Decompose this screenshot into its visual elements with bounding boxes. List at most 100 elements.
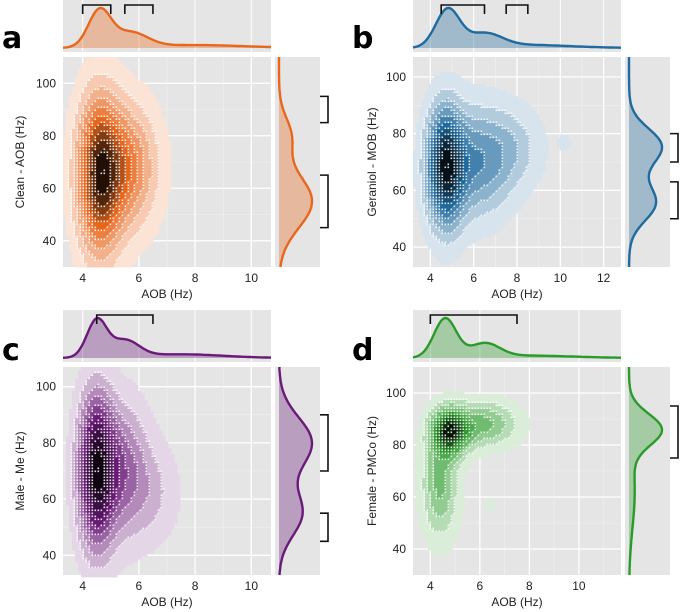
contour-line — [112, 124, 115, 127]
kde-cell — [96, 147, 100, 151]
kde-cell — [138, 180, 142, 184]
contour-line — [112, 94, 115, 97]
contour-line — [88, 151, 91, 154]
kde-cell — [72, 105, 76, 109]
kde-cell — [75, 228, 79, 232]
kde-cell — [117, 243, 121, 247]
kde-cell — [467, 117, 471, 121]
kde-cell — [138, 153, 142, 157]
kde-cell — [542, 150, 546, 154]
kde-cell — [168, 150, 172, 154]
kde-cell — [542, 153, 546, 157]
kde-cell — [147, 108, 151, 112]
kde-cell — [102, 126, 106, 130]
kde-cell — [87, 63, 91, 67]
kde-cell — [159, 129, 163, 133]
kde-cell — [428, 96, 432, 100]
kde-cell — [123, 186, 127, 190]
contour-line — [127, 124, 130, 127]
kde-cell — [96, 117, 100, 121]
contour-line — [88, 130, 91, 133]
contour-line — [151, 160, 154, 163]
contour-line — [124, 247, 127, 250]
kde-cell — [524, 123, 528, 127]
kde-cell — [144, 159, 148, 163]
kde-cell — [69, 159, 73, 163]
kde-cell — [66, 210, 70, 214]
kde-cell — [66, 135, 70, 139]
kde-cell — [144, 177, 148, 181]
kde-cell — [117, 234, 121, 238]
contour-line — [70, 217, 73, 220]
kde-cell — [96, 180, 100, 184]
contour-line — [139, 193, 142, 196]
kde-cell — [126, 162, 130, 166]
kde-cell — [464, 108, 468, 112]
contour-line — [97, 193, 100, 196]
kde-cell — [518, 174, 522, 178]
contour-line — [91, 154, 94, 157]
kde-cell — [470, 231, 474, 235]
kde-cell — [81, 75, 85, 79]
kde-cell — [476, 90, 480, 94]
top-bracket — [81, 4, 112, 14]
kde-cell — [500, 222, 504, 226]
kde-cell — [536, 180, 540, 184]
contour-line — [73, 193, 76, 196]
kde-cell — [90, 72, 94, 76]
kde-cell — [99, 180, 103, 184]
contour-line — [91, 178, 94, 181]
contour-line — [82, 127, 85, 130]
kde-cell — [422, 99, 426, 103]
kde-cell — [141, 225, 145, 229]
kde-cell — [503, 147, 507, 151]
kde-cell — [533, 171, 537, 175]
kde-cell — [536, 150, 540, 154]
kde-cell — [479, 156, 483, 160]
kde-cell — [443, 144, 447, 148]
kde-cell — [446, 117, 450, 121]
kde-cell — [419, 108, 423, 112]
contour-line — [82, 208, 85, 211]
kde-cell — [464, 141, 468, 145]
contour-line — [94, 166, 97, 169]
contour-line — [109, 175, 112, 178]
kde-cell — [557, 138, 561, 142]
kde-cell — [443, 153, 447, 157]
kde-cell — [473, 108, 477, 112]
kde-cell — [120, 75, 124, 79]
kde-cell — [126, 87, 130, 91]
kde-cell — [422, 222, 426, 226]
kde-cell — [72, 111, 76, 115]
kde-cell — [419, 165, 423, 169]
kde-cell — [84, 69, 88, 73]
kde-cell — [500, 195, 504, 199]
kde-cell — [494, 222, 498, 226]
contour-line — [88, 142, 91, 145]
kde-cell — [72, 90, 76, 94]
kde-cell — [524, 138, 528, 142]
contour-line — [91, 145, 94, 148]
kde-cell — [491, 90, 495, 94]
contour-line — [118, 193, 121, 196]
kde-cell — [449, 84, 453, 88]
kde-cell — [530, 171, 534, 175]
kde-cell — [126, 252, 130, 256]
kde-cell — [69, 168, 73, 172]
kde-cell — [99, 183, 103, 187]
kde-cell — [530, 111, 534, 115]
kde-cell — [518, 165, 522, 169]
kde-cell — [147, 234, 151, 238]
kde-cell — [93, 81, 97, 85]
contour-line — [85, 82, 88, 85]
kde-cell — [461, 222, 465, 226]
contour-line — [130, 175, 133, 178]
kde-cell — [485, 177, 489, 181]
kde-cell — [422, 225, 426, 229]
contour-line — [133, 184, 136, 187]
kde-cell — [464, 186, 468, 190]
contour-line — [157, 157, 160, 160]
kde-cell — [105, 84, 109, 88]
kde-cell — [117, 102, 121, 106]
kde-cell — [81, 63, 85, 67]
